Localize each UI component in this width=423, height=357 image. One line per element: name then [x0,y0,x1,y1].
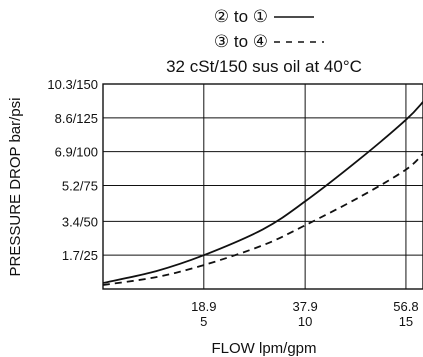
y-tick-label: 8.6/125 [55,111,98,126]
y-axis-label: PRESSURE DROP bar/psi [7,98,24,277]
legend-label-dashed: ③ to ④ [214,32,268,51]
x-tick-label-gpm: 5 [200,314,207,329]
x-tick-label-gpm: 15 [399,314,413,329]
series-line-2-to-1 [102,101,423,284]
plot-frame [102,83,423,290]
x-tick-labels: 18.95 37.910 56.815 [191,299,418,329]
series-line-3-to-4 [102,153,423,286]
x-tick-label-gpm: 10 [298,314,312,329]
x-tick-label-lpm: 56.8 [393,299,418,314]
y-tick-label: 5.2/75 [62,179,98,194]
legend: ② to ① ③ to ④ [214,7,324,51]
y-tick-label: 3.4/50 [62,214,98,229]
y-tick-label: 10.3/150 [47,77,98,92]
y-tick-label: 6.9/100 [55,145,98,160]
x-axis-label: FLOW lpm/gpm [211,340,316,357]
x-tick-label-lpm: 37.9 [292,299,317,314]
legend-label-solid: ② to ① [214,7,268,26]
x-tick-label-lpm: 18.9 [191,299,216,314]
y-tick-label: 1.7/25 [62,248,98,263]
y-tick-labels: 1.7/25 3.4/50 5.2/75 6.9/100 8.6/125 10.3/150 [47,77,98,263]
chart-title: 32 cSt/150 sus oil at 40°C [166,57,362,76]
series-lines [102,101,423,286]
grid [103,83,423,289]
